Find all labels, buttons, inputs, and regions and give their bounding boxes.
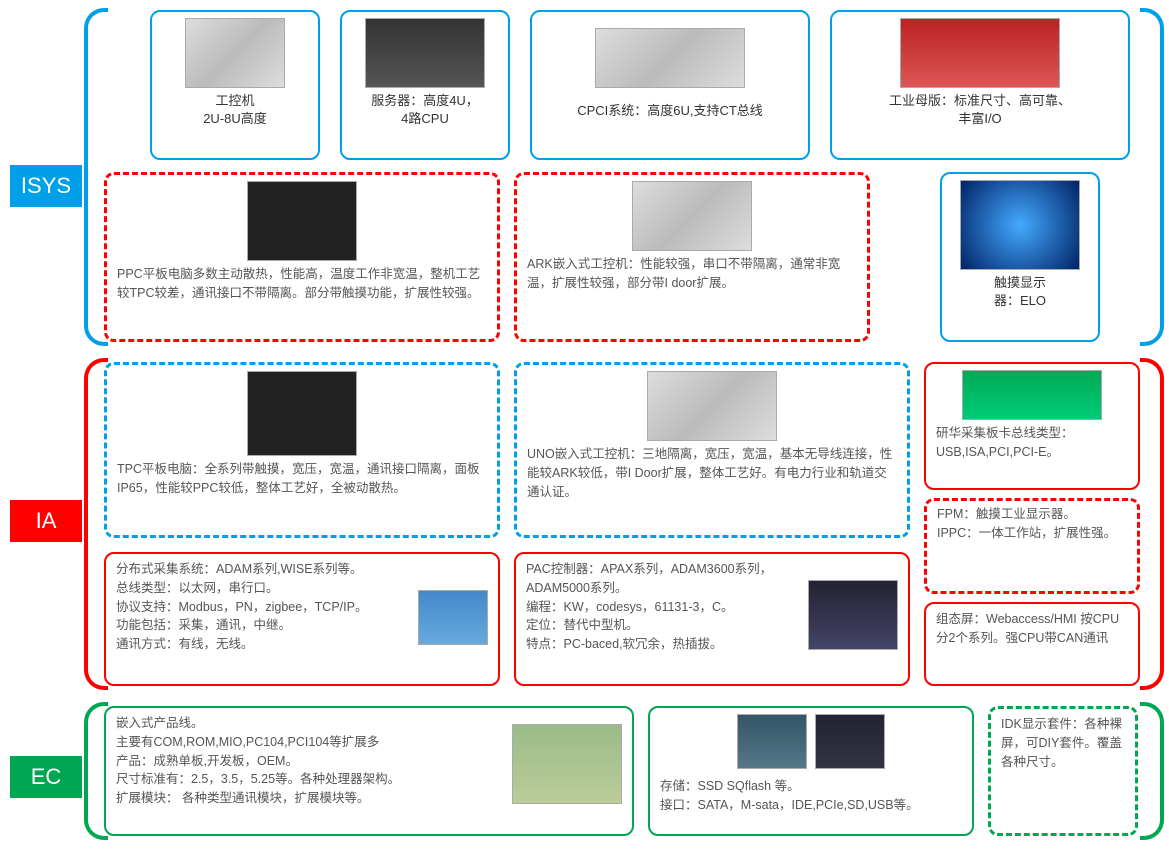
card-mb: 工业母版：标准尺寸、高可靠、 丰富I/O — [830, 10, 1130, 160]
server-image — [365, 18, 485, 88]
ark-desc: ARK嵌入式工控机：性能较强，串口不带隔离，通常非宽温，扩展性较强，部分带I d… — [527, 255, 857, 293]
card-ppc: PPC平板电脑多数主动散热，性能高，温度工作非宽温，整机工艺较TPC较差，通讯接… — [104, 172, 500, 342]
ppc-image — [247, 181, 357, 261]
card-embedded: 嵌入式产品线。 主要有COM,ROM,MIO,PC104,PCI104等扩展多 … — [104, 706, 634, 836]
ipc-l1: 工控机 — [162, 92, 308, 110]
mb-l2: 丰富I/O — [842, 110, 1118, 128]
adam-image — [418, 590, 488, 645]
card-pac: PAC控制器：APAX系列，ADAM3600系列，ADAM5000系列。 编程：… — [514, 552, 910, 686]
idk-desc: IDK显示套件：各种裸屏，可DIY套件。覆盖各种尺寸。 — [1001, 715, 1125, 771]
card-elo: 触摸显示 器：ELO — [940, 172, 1100, 342]
server-l2: 4路CPU — [352, 110, 498, 128]
elo-image — [960, 180, 1080, 270]
card-hmi: 组态屏：Webaccess/HMI 按CPU分2个系列。强CPU带CAN通讯 — [924, 602, 1140, 686]
ec-label: EC — [10, 756, 82, 798]
storage-image-1 — [737, 714, 807, 769]
card-adam: 分布式采集系统：ADAM系列,WISE系列等。 总线类型：以太网，串行口。 协议… — [104, 552, 500, 686]
ia-label: IA — [10, 500, 82, 542]
card-ipc: 工控机 2U-8U高度 — [150, 10, 320, 160]
fpm-desc: FPM：触摸工业显示器。 IPPC：一体工作站，扩展性强。 — [937, 505, 1127, 543]
card-uno: UNO嵌入式工控机：三地隔离，宽压，宽温，基本无导线连接，性能较ARK较低，带I… — [514, 362, 910, 538]
elo-l2: 器：ELO — [952, 292, 1088, 310]
pac-image — [808, 580, 898, 650]
card-idk: IDK显示套件：各种裸屏，可DIY套件。覆盖各种尺寸。 — [988, 706, 1138, 836]
card-cpci: CPCI系统：高度6U,支持CT总线 — [530, 10, 810, 160]
card-ark: ARK嵌入式工控机：性能较强，串口不带隔离，通常非宽温，扩展性较强，部分带I d… — [514, 172, 870, 342]
mb-l1: 工业母版：标准尺寸、高可靠、 — [842, 92, 1118, 110]
storage-desc: 存储：SSD SQflash 等。 接口：SATA，M-sata，IDE,PCI… — [660, 777, 962, 815]
tpc-desc: TPC平板电脑：全系列带触摸，宽压，宽温，通讯接口隔离，面板IP65，性能较PP… — [117, 460, 487, 498]
ipc-image — [185, 18, 285, 88]
uno-image — [647, 371, 777, 441]
uno-desc: UNO嵌入式工控机：三地隔离，宽压，宽温，基本无导线连接，性能较ARK较低，带I… — [527, 445, 897, 501]
hmi-desc: 组态屏：Webaccess/HMI 按CPU分2个系列。强CPU带CAN通讯 — [936, 610, 1128, 648]
card-fpm: FPM：触摸工业显示器。 IPPC：一体工作站，扩展性强。 — [924, 498, 1140, 594]
card-server: 服务器：高度4U， 4路CPU — [340, 10, 510, 160]
embedded-image — [512, 724, 622, 804]
storage-image-2 — [815, 714, 885, 769]
isys-bracket-right — [1140, 8, 1164, 346]
ec-bracket-right — [1140, 702, 1164, 840]
tpc-image — [247, 371, 357, 456]
isys-label: ISYS — [10, 165, 82, 207]
ia-bracket-right — [1140, 358, 1164, 690]
cpci-image — [595, 28, 745, 88]
ipc-l2: 2U-8U高度 — [162, 110, 308, 128]
ppc-desc: PPC平板电脑多数主动散热，性能高，温度工作非宽温，整机工艺较TPC较差，通讯接… — [117, 265, 487, 303]
daq-desc: 研华采集板卡总线类型：USB,ISA,PCI,PCI-E。 — [936, 424, 1128, 462]
card-daq: 研华采集板卡总线类型：USB,ISA,PCI,PCI-E。 — [924, 362, 1140, 490]
server-l1: 服务器：高度4U， — [352, 92, 498, 110]
card-tpc: TPC平板电脑：全系列带触摸，宽压，宽温，通讯接口隔离，面板IP65，性能较PP… — [104, 362, 500, 538]
mb-image — [900, 18, 1060, 88]
elo-l1: 触摸显示 — [952, 274, 1088, 292]
ark-image — [632, 181, 752, 251]
card-storage: 存储：SSD SQflash 等。 接口：SATA，M-sata，IDE,PCI… — [648, 706, 974, 836]
cpci-l1: CPCI系统：高度6U,支持CT总线 — [542, 102, 798, 120]
daq-image — [962, 370, 1102, 420]
